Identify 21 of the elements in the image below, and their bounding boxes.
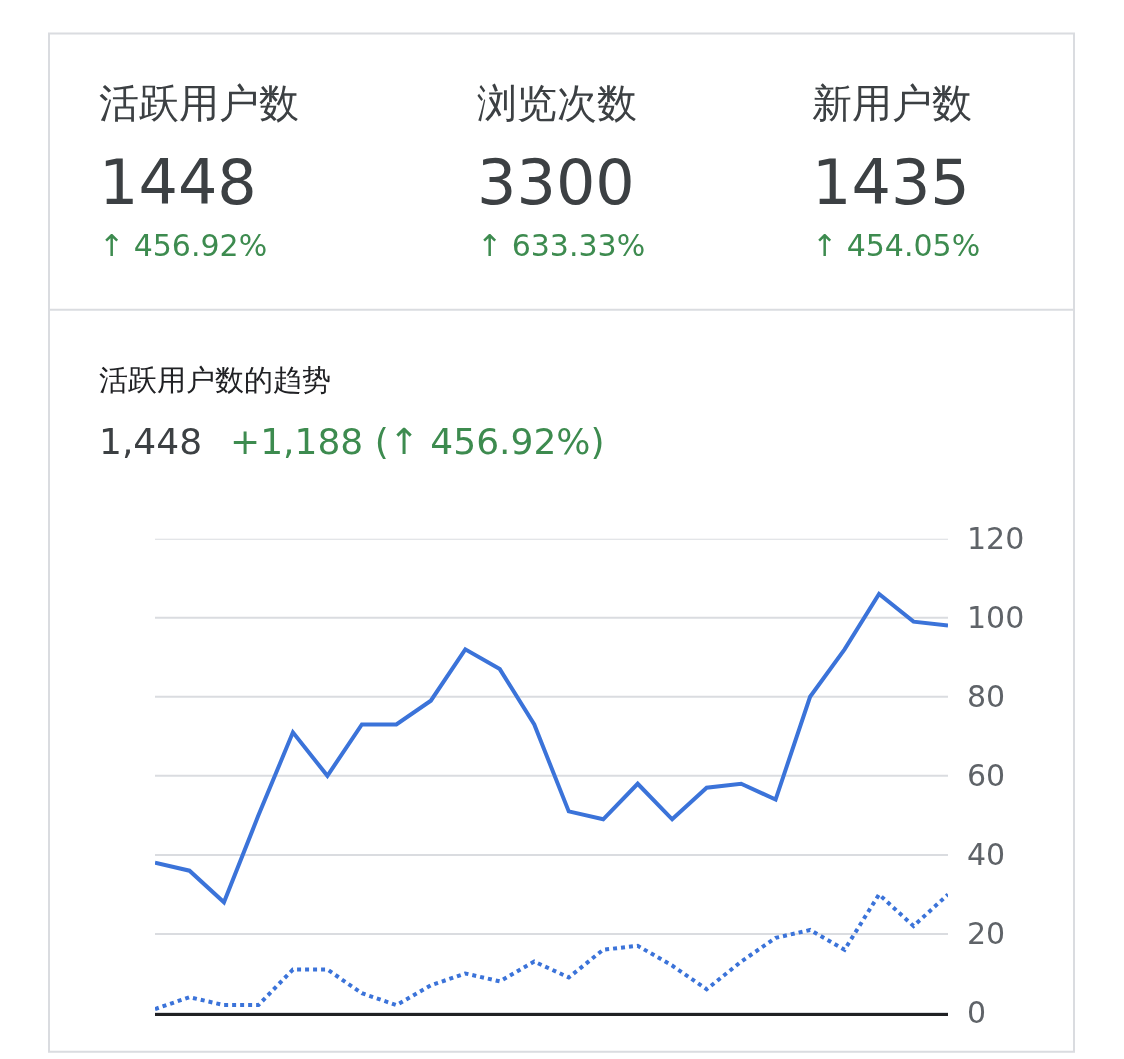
text: 新用户数 — [812, 80, 972, 126]
line-series — [155, 592, 948, 905]
text: ↑ 454.05% — [812, 228, 981, 263]
y-tick-label: 20 — [967, 916, 1006, 952]
y-tick-label: 120 — [967, 521, 1025, 557]
text: 1435 — [812, 146, 970, 219]
y-tick-label: 0 — [967, 995, 987, 1031]
chart-title: 活跃用户数的趋势 — [99, 363, 331, 397]
y-tick-label: 80 — [967, 679, 1006, 715]
y-tick-label: 40 — [967, 837, 1006, 873]
text: 1448 — [99, 146, 257, 219]
text: ↑ 633.33% — [477, 228, 646, 263]
text: 浏览次数 — [477, 80, 637, 126]
chart-subtitle: 1,448 — [99, 421, 203, 462]
text: +1,188 (↑ 456.92%) — [230, 421, 605, 462]
y-tick-label: 60 — [967, 758, 1006, 794]
y-tick-label: 100 — [967, 600, 1025, 636]
text: 活跃用户数 — [99, 80, 299, 126]
text: ↑ 456.92% — [99, 228, 268, 263]
line-series — [155, 892, 948, 1012]
text: 3300 — [477, 146, 635, 219]
